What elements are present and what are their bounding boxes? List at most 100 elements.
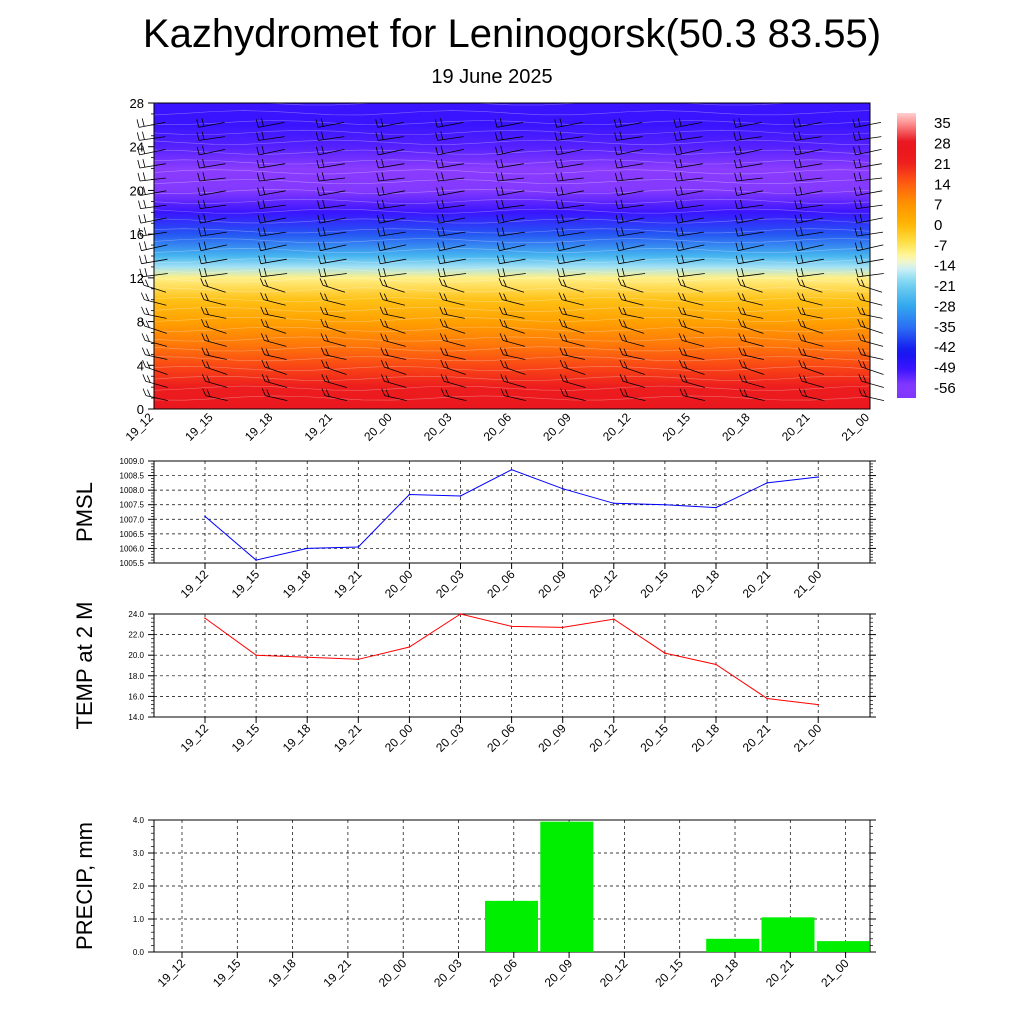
wind-barb (853, 159, 882, 169)
wind-barb (435, 145, 464, 156)
heatmap-ytick-label: 16 (130, 227, 144, 242)
wind-barb (321, 359, 347, 375)
ytick-label: 2.0 (133, 882, 145, 891)
wind-barb (857, 306, 883, 319)
contour-line (153, 218, 871, 224)
precip-bar (816, 941, 870, 952)
ytick-label: 18.0 (128, 672, 144, 681)
wind-barb (619, 359, 645, 375)
wind-barb (554, 118, 583, 128)
wind-barb (438, 278, 465, 293)
heatmap-field (154, 103, 870, 409)
wind-barb (439, 292, 465, 306)
precip-bar (485, 900, 538, 952)
contour-line (153, 316, 871, 322)
temp-data-point (255, 654, 257, 656)
wind-barb (435, 159, 465, 169)
wind-barb (378, 268, 407, 278)
wind-barb (615, 186, 644, 196)
wind-barb (618, 318, 645, 334)
wind-barb (679, 388, 706, 401)
wind-barb (615, 199, 644, 209)
wind-barb (320, 318, 346, 334)
wind-barb (556, 214, 585, 224)
precip-xtick-label: 19_12 (155, 956, 189, 990)
heatmap-xtick-label: 20_06 (481, 410, 515, 444)
wind-barb (855, 268, 884, 278)
wind-barb (140, 292, 167, 306)
temp-data-point (306, 656, 309, 659)
wind-barb (318, 254, 347, 265)
wind-barb (260, 306, 286, 319)
wind-barb (197, 186, 226, 196)
wind-barb (675, 214, 704, 224)
wind-barb (201, 359, 228, 375)
wind-barb (202, 374, 228, 388)
wind-barb (795, 254, 824, 265)
pmsl-data-point (817, 476, 819, 478)
wind-barb (197, 159, 226, 169)
wind-barb (320, 347, 347, 360)
wind-barb (853, 186, 883, 196)
wind-barb (260, 333, 287, 347)
wind-barb (734, 186, 763, 196)
ytick-label: 22.0 (128, 631, 144, 640)
heatmap-ytick-label: 24 (130, 140, 144, 155)
wind-barb (798, 374, 825, 388)
wind-barb (674, 145, 703, 156)
wind-barb (317, 199, 346, 209)
wind-barb (261, 359, 287, 375)
wind-barb (198, 227, 227, 237)
wind-barb (256, 131, 285, 141)
contour-line (153, 375, 871, 381)
wind-barb (556, 254, 586, 265)
wind-barb (857, 347, 884, 360)
wind-barb (319, 292, 346, 306)
wind-barb (497, 268, 526, 278)
ytick-label: 16.0 (128, 692, 144, 701)
ytick-label: 1007.0 (120, 515, 145, 524)
wind-barb (317, 227, 347, 237)
wind-barb (618, 333, 645, 347)
precip-xtick-label: 19_21 (321, 956, 355, 990)
pmsl-xtick-label: 20_06 (484, 567, 518, 601)
heatmap-ytick-label: 0 (137, 402, 144, 417)
precip-xtick-label: 20_12 (597, 956, 631, 990)
colorbar-label: 7 (934, 197, 942, 214)
wind-barb (615, 214, 645, 224)
ytick-label: 3.0 (133, 849, 145, 858)
temp-xtick-label: 20_00 (382, 721, 416, 755)
heatmap-ytick-label: 4 (137, 358, 144, 373)
wind-barb (437, 254, 466, 265)
wind-barb (495, 145, 524, 156)
wind-barb (793, 145, 822, 156)
wind-barb (497, 254, 526, 265)
pmsl-xtick-label: 20_09 (535, 567, 569, 601)
wind-barb (139, 268, 168, 278)
wind-barb (198, 254, 228, 265)
wind-barb (853, 145, 882, 156)
wind-barb (679, 359, 705, 375)
wind-barb (495, 172, 525, 182)
wind-barb (499, 306, 525, 319)
pmsl-data-point (204, 515, 206, 518)
panel-frame (153, 613, 871, 718)
wind-barb (498, 292, 525, 306)
pmsl-xtick-label: 20_21 (740, 567, 774, 601)
colorbar-label: 21 (934, 156, 951, 173)
contour-line (153, 198, 871, 204)
heatmap-xtick-label: 19_15 (182, 410, 216, 444)
wind-barb (797, 333, 824, 347)
wind-barb (258, 268, 288, 278)
pmsl-xtick-label: 19_15 (229, 567, 263, 601)
ytick-label: 1006.0 (120, 544, 145, 553)
wind-barb (673, 118, 703, 128)
wind-barb (499, 333, 526, 347)
wind-barb (557, 268, 586, 278)
wind-barb (798, 347, 824, 360)
precip-bar (706, 938, 760, 952)
colorbar-label: 35 (934, 115, 951, 132)
pmsl-data-point (255, 559, 257, 561)
wind-barb (617, 278, 644, 293)
